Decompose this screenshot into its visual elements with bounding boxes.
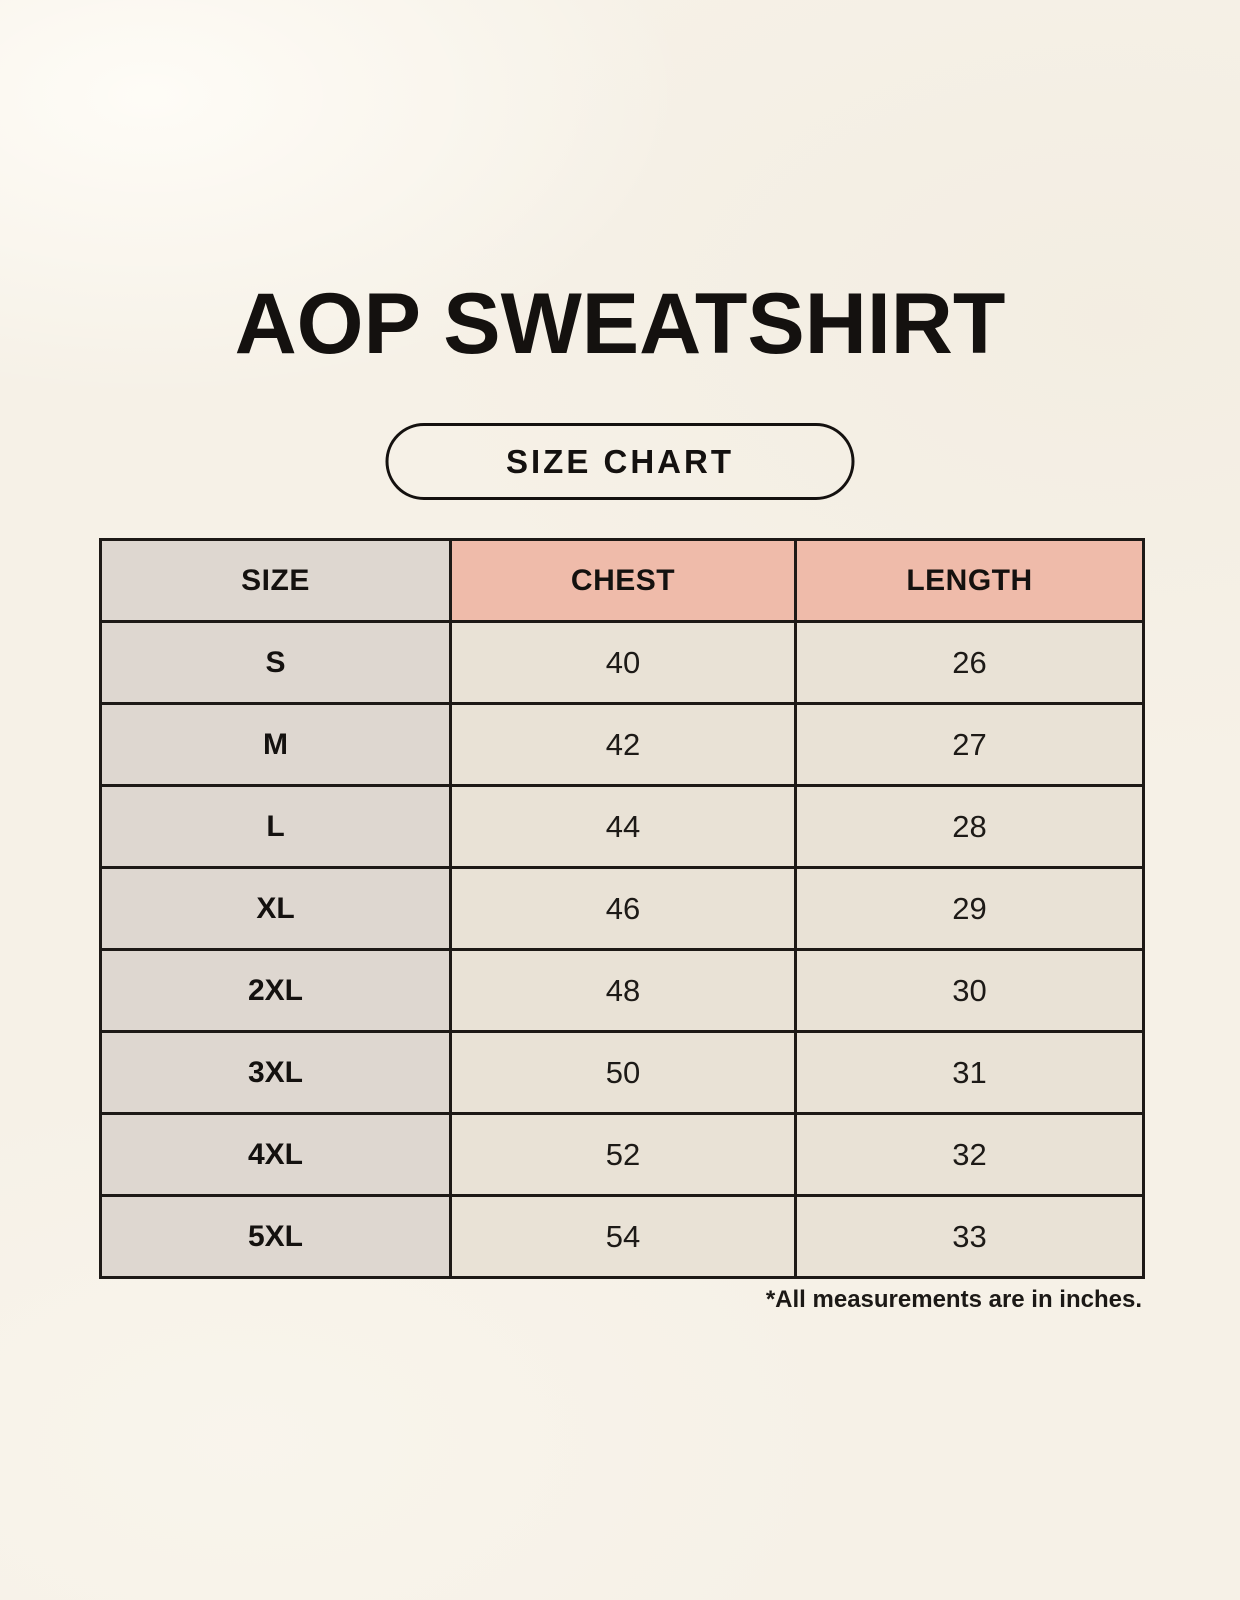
table-header-size: SIZE [99,538,452,623]
size-cell: L [99,784,452,869]
size-chart-badge-label: SIZE CHART [506,442,734,480]
chest-cell: 50 [449,1030,797,1115]
size-cell: 3XL [99,1030,452,1115]
size-cell: XL [99,866,452,951]
length-cell: 26 [794,620,1145,705]
length-cell: 28 [794,784,1145,869]
chest-cell: 44 [449,784,797,869]
size-cell: 5XL [99,1194,452,1279]
table-header-length: LENGTH [794,538,1145,623]
table-header-chest: CHEST [449,538,797,623]
chest-cell: 54 [449,1194,797,1279]
table-row: 4XL 52 32 [99,1112,1145,1197]
size-chart-table: SIZE CHEST LENGTH S 40 26 M 42 27 L 44 2… [99,538,1145,1279]
chest-cell: 42 [449,702,797,787]
table-row: 3XL 50 31 [99,1030,1145,1115]
page-title: AOP SWEATSHIRT [234,276,1006,372]
chest-cell: 40 [449,620,797,705]
chest-cell: 48 [449,948,797,1033]
length-cell: 33 [794,1194,1145,1279]
length-cell: 27 [794,702,1145,787]
chest-cell: 46 [449,866,797,951]
measurements-note: *All measurements are in inches. [765,1286,1142,1313]
size-cell: S [99,620,452,705]
length-cell: 30 [794,948,1145,1033]
size-chart-badge: SIZE CHART [385,423,855,500]
size-cell: M [99,702,452,787]
size-cell: 4XL [99,1112,452,1197]
chest-cell: 52 [449,1112,797,1197]
length-cell: 29 [794,866,1145,951]
table-header-row: SIZE CHEST LENGTH [99,538,1145,623]
size-cell: 2XL [99,948,452,1033]
length-cell: 32 [794,1112,1145,1197]
table-row: XL 46 29 [99,866,1145,951]
table-row: 5XL 54 33 [99,1194,1145,1279]
length-cell: 31 [794,1030,1145,1115]
table-row: L 44 28 [99,784,1145,869]
table-row: S 40 26 [99,620,1145,705]
table-row: 2XL 48 30 [99,948,1145,1033]
table-row: M 42 27 [99,702,1145,787]
